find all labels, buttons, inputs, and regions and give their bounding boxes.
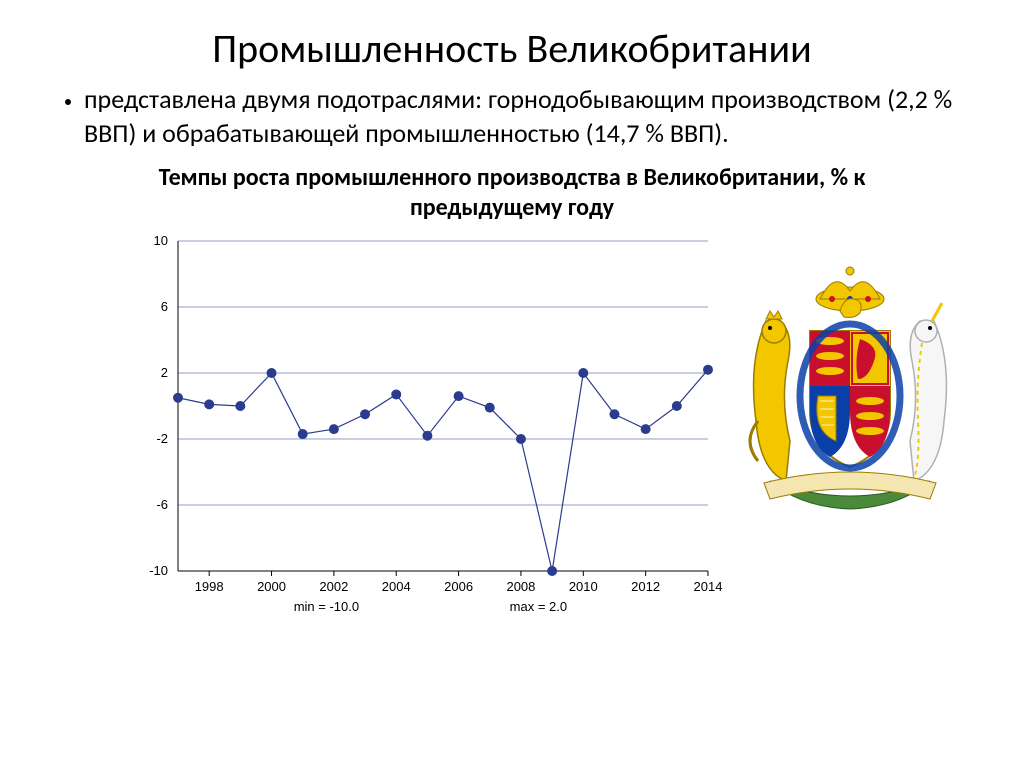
svg-text:2004: 2004 [382, 579, 411, 594]
page-title: Промышленность Великобритании [48, 24, 976, 73]
svg-text:2: 2 [161, 365, 168, 380]
line-chart: -10 -6 -2 2 6 10 1998 2000 2002 2004 2006 2008 2010 2… [88, 231, 728, 631]
svg-text:2010: 2010 [569, 579, 598, 594]
chart-container: -10 -6 -2 2 6 10 1998 2000 2002 2004 2006 2008 2010 2… [88, 231, 728, 631]
bullet-item: представлена двумя подотраслями: горнодо… [84, 83, 976, 151]
svg-text:2014: 2014 [694, 579, 723, 594]
svg-text:-2: -2 [156, 431, 168, 446]
svg-text:-6: -6 [156, 497, 168, 512]
svg-text:-10: -10 [149, 563, 168, 578]
svg-text:10: 10 [154, 233, 168, 248]
svg-text:max = 2.0: max = 2.0 [510, 599, 567, 614]
bullet-list: представлена двумя подотраслями: горнодо… [48, 83, 976, 151]
svg-text:2012: 2012 [631, 579, 660, 594]
coat-of-arms-icon [740, 261, 960, 521]
chart-title: Темпы роста промышленного производства в… [112, 163, 912, 223]
svg-text:6: 6 [161, 299, 168, 314]
svg-text:2002: 2002 [319, 579, 348, 594]
svg-text:2006: 2006 [444, 579, 473, 594]
svg-text:min = -10.0: min = -10.0 [294, 599, 359, 614]
svg-text:2000: 2000 [257, 579, 286, 594]
svg-text:1998: 1998 [195, 579, 224, 594]
svg-text:2008: 2008 [506, 579, 535, 594]
